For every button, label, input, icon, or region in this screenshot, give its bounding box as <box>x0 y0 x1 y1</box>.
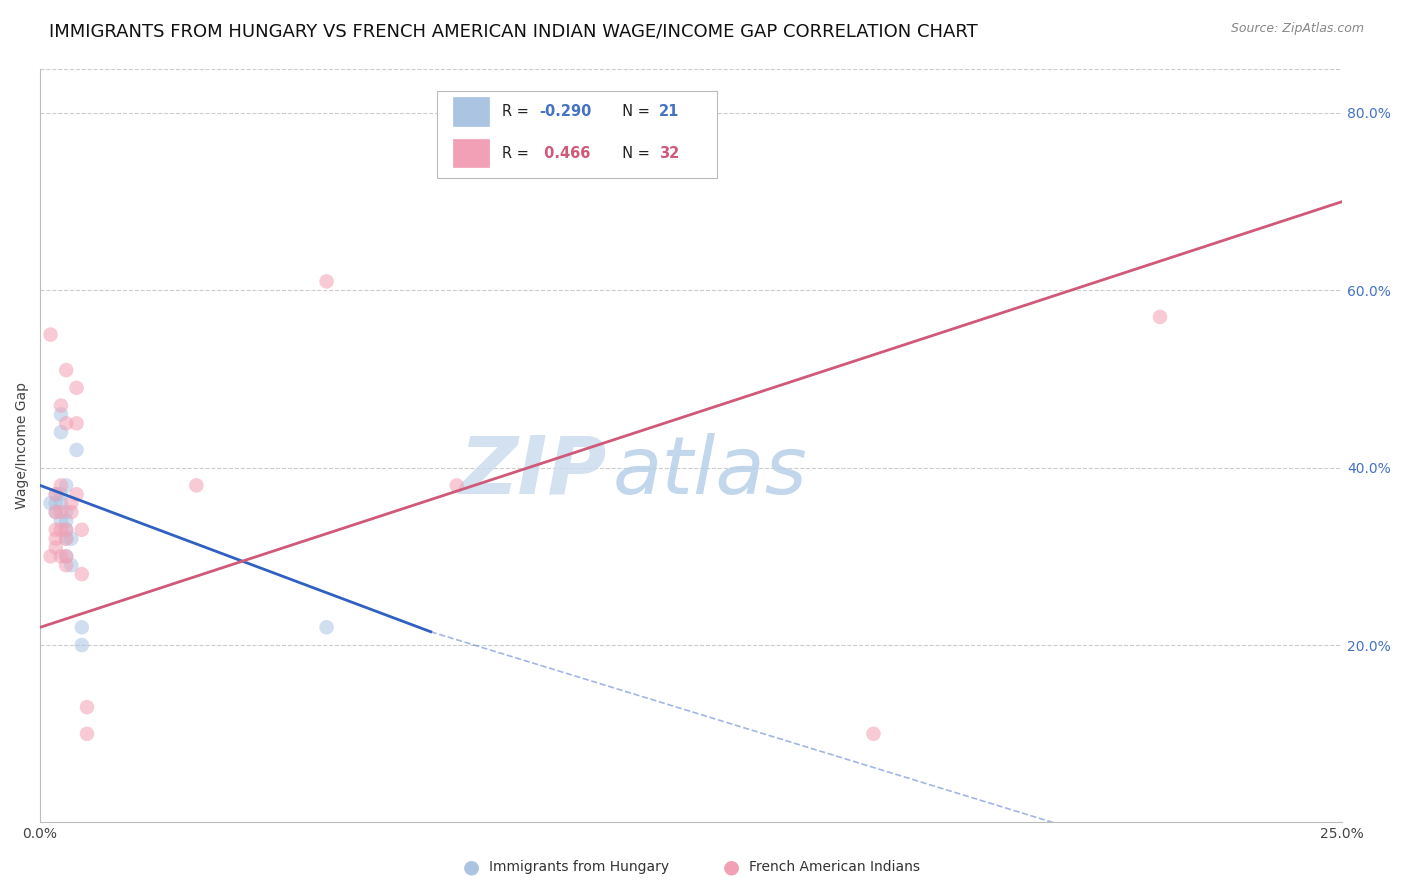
Text: 0.466: 0.466 <box>538 145 591 161</box>
Text: 32: 32 <box>658 145 679 161</box>
Point <box>39 496 62 510</box>
Point <box>55 523 77 537</box>
Point <box>55 363 77 377</box>
Point <box>76 700 98 714</box>
Point <box>55 514 77 528</box>
Point <box>55 532 77 546</box>
Text: -0.290: -0.290 <box>538 104 591 119</box>
Point <box>60 496 83 510</box>
Text: Source: ZipAtlas.com: Source: ZipAtlas.com <box>1230 22 1364 36</box>
Point <box>862 727 884 741</box>
Point <box>55 558 77 573</box>
Point <box>60 532 83 546</box>
Text: R =: R = <box>502 145 534 161</box>
Point <box>49 478 72 492</box>
Text: N =: N = <box>613 145 655 161</box>
Point <box>39 549 62 564</box>
Point <box>45 496 67 510</box>
Point <box>45 532 67 546</box>
Point <box>55 532 77 546</box>
Point <box>49 505 72 519</box>
Point <box>70 523 93 537</box>
Point <box>76 727 98 741</box>
Point <box>55 505 77 519</box>
FancyBboxPatch shape <box>453 97 489 126</box>
Text: IMMIGRANTS FROM HUNGARY VS FRENCH AMERICAN INDIAN WAGE/INCOME GAP CORRELATION CH: IMMIGRANTS FROM HUNGARY VS FRENCH AMERIC… <box>49 22 979 40</box>
Text: ●: ● <box>723 857 740 877</box>
Point <box>49 514 72 528</box>
Point <box>39 327 62 342</box>
Point <box>55 417 77 431</box>
Point <box>65 487 87 501</box>
Point <box>446 478 468 492</box>
Point <box>49 399 72 413</box>
Text: N =: N = <box>613 104 655 119</box>
Point <box>315 620 337 634</box>
Point <box>70 638 93 652</box>
Point <box>60 505 83 519</box>
Text: R =: R = <box>502 104 534 119</box>
Point <box>49 487 72 501</box>
Y-axis label: Wage/Income Gap: Wage/Income Gap <box>15 382 30 509</box>
Point <box>49 549 72 564</box>
Point <box>65 442 87 457</box>
Point <box>186 478 208 492</box>
Point <box>55 549 77 564</box>
Point <box>65 381 87 395</box>
Text: ●: ● <box>463 857 479 877</box>
Point <box>70 620 93 634</box>
Point <box>45 523 67 537</box>
Point <box>49 496 72 510</box>
Point <box>55 523 77 537</box>
Point <box>49 408 72 422</box>
Point <box>60 558 83 573</box>
Text: atlas: atlas <box>613 433 808 511</box>
Text: ZIP: ZIP <box>460 433 606 511</box>
FancyBboxPatch shape <box>437 91 717 178</box>
Point <box>49 425 72 440</box>
Point <box>1149 310 1171 324</box>
Text: Immigrants from Hungary: Immigrants from Hungary <box>489 860 669 874</box>
Point <box>45 487 67 501</box>
Point <box>49 523 72 537</box>
Point <box>45 505 67 519</box>
Point <box>45 505 67 519</box>
Point <box>55 478 77 492</box>
Point <box>55 549 77 564</box>
Point <box>315 274 337 288</box>
Point <box>45 541 67 555</box>
Point <box>45 487 67 501</box>
Text: 21: 21 <box>658 104 679 119</box>
Point <box>65 417 87 431</box>
Point <box>70 567 93 582</box>
Text: French American Indians: French American Indians <box>749 860 921 874</box>
FancyBboxPatch shape <box>453 139 489 168</box>
